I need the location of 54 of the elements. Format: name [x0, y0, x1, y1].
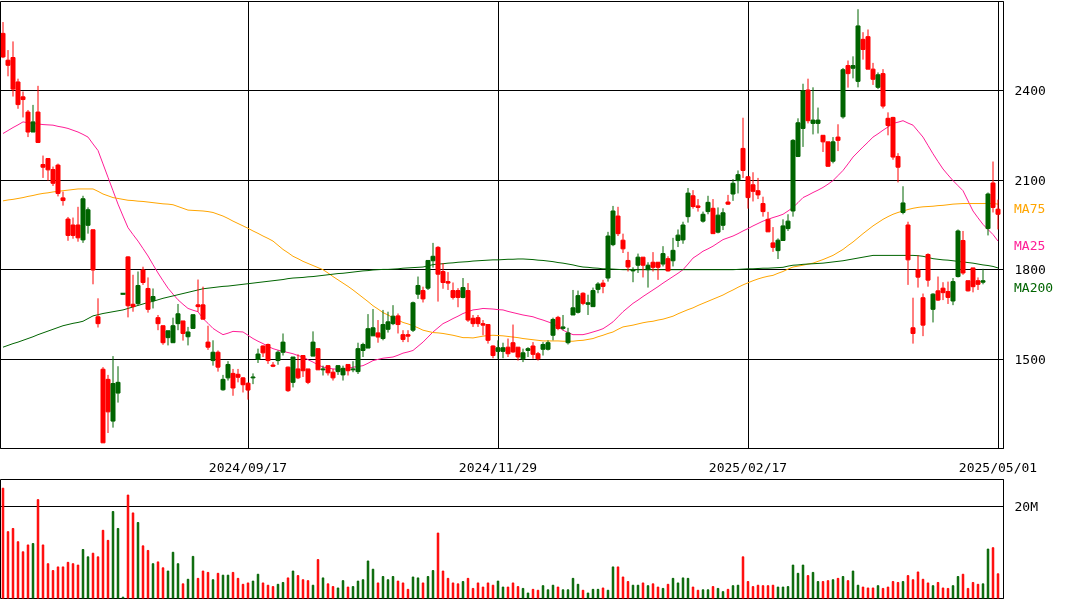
candlestick	[315, 348, 321, 371]
candlestick	[930, 292, 936, 323]
candlestick	[640, 256, 646, 278]
candlestick	[215, 349, 221, 373]
candlestick	[255, 348, 261, 364]
candlestick	[685, 187, 691, 224]
x-tick-label: 2024/11/29	[458, 459, 538, 475]
candlestick	[450, 282, 456, 300]
y-tick-label: 2400	[1014, 83, 1046, 99]
candlestick	[395, 313, 401, 334]
candlestick	[310, 330, 316, 357]
candlestick	[845, 60, 851, 89]
candlestick	[760, 196, 766, 218]
candlestick	[285, 366, 291, 393]
candlestick	[375, 319, 381, 344]
candlestick	[620, 233, 626, 254]
candlestick	[205, 325, 211, 351]
candlestick	[645, 261, 651, 289]
candlestick	[250, 372, 256, 385]
candlestick	[550, 317, 556, 341]
candlestick	[980, 268, 986, 285]
candlestick	[615, 206, 621, 237]
candlestick	[600, 279, 606, 294]
candlestick	[520, 348, 526, 363]
candlestick	[495, 339, 501, 360]
series-label: MA25	[1014, 238, 1046, 254]
candlestick	[65, 216, 71, 242]
candlestick	[30, 104, 36, 133]
x-tick-label: 2024/09/17	[208, 459, 288, 475]
candlestick	[180, 320, 186, 342]
candlestick	[95, 297, 101, 329]
candlestick	[660, 245, 666, 267]
x-tick-label: 2025/05/01	[958, 459, 1038, 475]
series-label: MA75	[1014, 201, 1046, 217]
candlestick	[830, 136, 836, 164]
candlestick	[705, 195, 711, 215]
x-tick-label: 2025/02/17	[708, 459, 788, 475]
candlestick	[725, 194, 731, 206]
candlestick	[135, 270, 141, 306]
candlestick	[320, 365, 326, 376]
candlestick	[915, 254, 921, 289]
candlestick	[415, 276, 421, 300]
candlestick	[835, 123, 841, 152]
candlestick	[625, 251, 631, 272]
y-tick-label: 1800	[1014, 262, 1046, 278]
candlestick	[900, 185, 906, 215]
y-tick-label: 2100	[1014, 172, 1046, 188]
series-label: MA200	[1014, 280, 1054, 296]
candlestick	[210, 339, 216, 367]
y-tick-label: 20M	[1014, 499, 1039, 515]
candlestick	[950, 277, 956, 306]
candlestick	[150, 287, 156, 309]
candlestick	[910, 297, 916, 345]
y-tick-label: 1500	[1014, 351, 1046, 367]
